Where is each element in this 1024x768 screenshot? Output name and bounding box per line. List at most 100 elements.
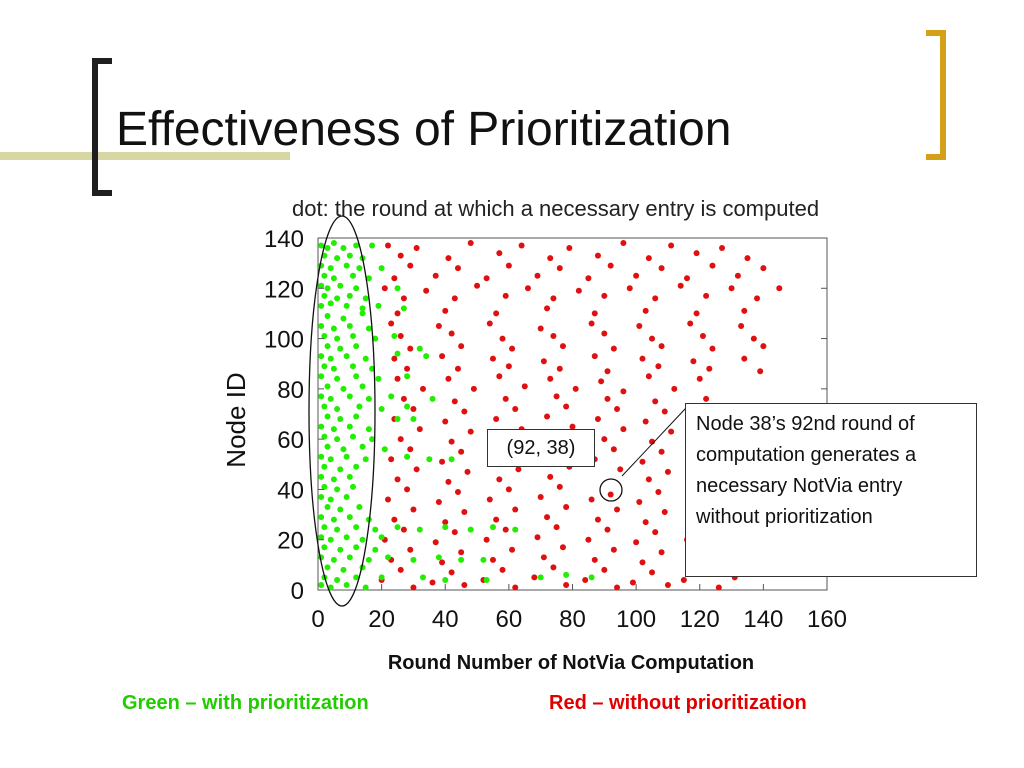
- data-point: [353, 373, 360, 380]
- data-point: [649, 569, 656, 576]
- data-point: [324, 343, 331, 350]
- data-point: [372, 335, 379, 342]
- data-point: [384, 496, 391, 503]
- data-point: [509, 546, 516, 553]
- data-point: [416, 345, 423, 352]
- data-point: [337, 546, 344, 553]
- data-point: [353, 285, 360, 292]
- data-point: [537, 574, 544, 581]
- data-point: [489, 524, 496, 531]
- data-point: [391, 516, 398, 523]
- data-point: [318, 282, 325, 289]
- data-point: [334, 255, 341, 262]
- data-point: [356, 265, 363, 272]
- data-point: [493, 516, 500, 523]
- data-point: [346, 514, 353, 521]
- y-tick-label: 20: [277, 528, 304, 555]
- data-point: [658, 343, 665, 350]
- data-point: [470, 385, 477, 392]
- title-accent-bar: [0, 152, 290, 160]
- data-point: [502, 395, 509, 402]
- data-point: [435, 499, 442, 505]
- data-point: [321, 403, 328, 410]
- data-point: [518, 242, 525, 249]
- data-point: [337, 345, 344, 352]
- data-point: [544, 413, 551, 420]
- highlight-point-circle: [599, 478, 623, 502]
- data-point: [375, 375, 382, 382]
- data-point: [334, 486, 341, 493]
- data-point: [381, 446, 388, 453]
- x-tick-label: 80: [559, 606, 586, 633]
- data-point: [349, 333, 356, 340]
- y-tick-label: 100: [264, 327, 304, 354]
- data-point: [617, 466, 624, 473]
- data-point: [327, 395, 334, 402]
- data-point: [645, 476, 652, 483]
- data-point: [515, 466, 522, 473]
- data-point: [461, 509, 468, 516]
- data-point: [655, 488, 662, 495]
- x-tick-label: 20: [368, 606, 395, 633]
- data-point: [493, 310, 500, 317]
- data-point: [591, 310, 598, 317]
- data-point: [442, 307, 449, 314]
- data-point: [327, 584, 334, 591]
- data-point: [324, 285, 331, 292]
- data-point: [607, 491, 614, 498]
- data-point: [741, 307, 748, 314]
- data-point: [330, 325, 337, 332]
- data-point: [639, 458, 646, 465]
- y-tick-label: 40: [277, 477, 304, 504]
- data-point: [353, 343, 360, 350]
- data-point: [544, 305, 551, 312]
- data-point: [509, 345, 516, 352]
- data-point: [741, 355, 748, 362]
- data-point: [324, 564, 331, 571]
- data-point: [585, 536, 592, 543]
- x-tick-label: 100: [616, 606, 656, 633]
- data-point: [652, 295, 659, 302]
- data-point: [365, 275, 372, 282]
- data-point: [458, 549, 465, 556]
- data-point: [435, 554, 442, 561]
- data-point: [512, 584, 519, 591]
- data-point: [540, 358, 547, 365]
- data-point: [407, 345, 414, 352]
- data-point: [496, 373, 503, 380]
- data-point: [369, 242, 376, 249]
- data-point: [442, 418, 449, 425]
- data-point: [588, 496, 595, 503]
- data-point: [754, 295, 761, 302]
- data-point: [365, 395, 372, 402]
- data-point: [442, 519, 449, 526]
- data-point: [496, 250, 503, 257]
- y-tick-label: 120: [264, 276, 304, 303]
- data-point: [642, 418, 649, 425]
- data-point: [636, 323, 643, 329]
- data-point: [572, 385, 579, 392]
- data-point: [419, 574, 426, 581]
- data-point: [318, 514, 325, 521]
- data-point: [550, 295, 557, 302]
- data-point: [496, 476, 503, 483]
- data-point: [693, 310, 700, 317]
- data-point: [410, 506, 417, 513]
- data-point: [699, 333, 706, 340]
- data-point: [642, 519, 649, 526]
- data-point: [337, 282, 344, 289]
- data-point: [439, 458, 446, 465]
- data-point: [474, 282, 481, 289]
- data-point: [330, 426, 337, 433]
- data-point: [610, 546, 617, 553]
- data-point: [321, 524, 328, 531]
- data-point: [365, 325, 372, 332]
- data-point: [388, 393, 395, 400]
- data-point: [537, 325, 544, 332]
- y-tick-label: 80: [277, 377, 304, 404]
- data-point: [439, 559, 446, 566]
- data-point: [483, 576, 490, 583]
- data-point: [760, 265, 767, 272]
- data-point: [668, 242, 675, 249]
- data-point: [563, 571, 570, 578]
